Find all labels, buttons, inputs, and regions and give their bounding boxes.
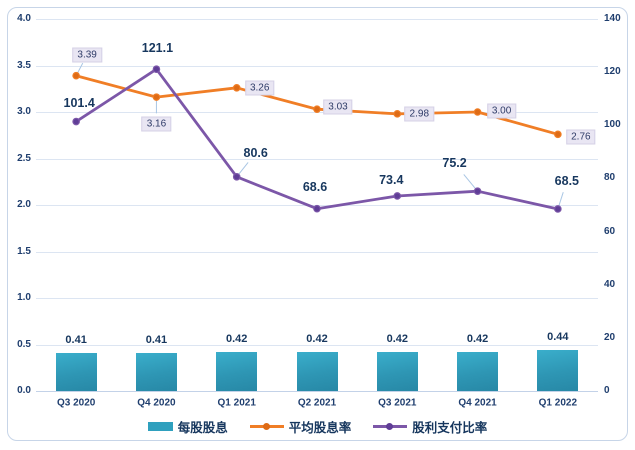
gridline: [36, 205, 598, 206]
bar-dividend-per-share: [296, 351, 338, 391]
avg-dividend-yield-value-label: 3.03: [323, 99, 353, 115]
x-axis-label: Q2 2021: [297, 397, 337, 409]
right-axis-tick: 40: [604, 278, 616, 290]
payout-ratio-value-label: 75.2: [442, 156, 467, 171]
payout-ratio-value-label: 73.4: [379, 172, 404, 187]
legend-item-dividend-per-share: 每股股息: [147, 417, 228, 436]
left-axis-tick: 3.0: [17, 106, 31, 117]
left-axis-tick: 3.5: [17, 59, 31, 71]
payout-ratio-value-label: 80.6: [243, 145, 268, 160]
line-dot-swatch-icon: [249, 422, 284, 431]
bar-dividend-per-share: [55, 352, 97, 391]
left-axis-tick: 2.0: [17, 199, 31, 210]
payout-ratio-value-label: 121.1: [141, 41, 174, 56]
left-axis-tick: 4.0: [17, 13, 31, 24]
legend-item-average-dividend-yield: 平均股息率: [249, 417, 352, 436]
legend-label: 平均股息率: [288, 421, 352, 435]
right-axis-tick: 60: [604, 225, 616, 237]
avg-dividend-yield-value-label: 3.16: [141, 116, 172, 132]
payout-ratio-value-label: 68.5: [554, 173, 580, 188]
x-axis-label: Q4 2020: [137, 397, 176, 409]
bar-dividend-per-share: [376, 351, 418, 391]
avg-dividend-yield-value-label: 3.00: [486, 103, 517, 119]
bar-dividend-per-share: [457, 351, 499, 391]
right-axis-tick: 140: [604, 13, 621, 24]
x-axis-label: Q3 2021: [378, 397, 417, 409]
bar-value-label: 0.44: [547, 331, 569, 344]
x-axis-label: Q1 2021: [217, 397, 256, 409]
gridline: [36, 158, 598, 160]
bar-dividend-per-share: [537, 350, 579, 391]
right-axis-tick: 20: [604, 331, 616, 343]
avg-dividend-yield-value-label: 2.98: [404, 106, 435, 122]
right-axis-tick: 80: [604, 172, 616, 184]
chart-legend: 每股股息 平均股息率 股利支付比率: [0, 417, 635, 436]
gridline: [36, 65, 598, 67]
x-axis-label: Q4 2021: [458, 397, 497, 409]
x-axis-label: Q3 2020: [56, 397, 96, 409]
left-axis-tick: 0.5: [17, 338, 31, 350]
right-axis-tick: 100: [604, 119, 621, 131]
bar-value-label: 0.42: [386, 332, 408, 345]
bar-dividend-per-share: [216, 351, 258, 391]
avg-dividend-yield-value-label: 3.26: [244, 80, 275, 96]
payout-ratio-value-label: 101.4: [63, 95, 95, 110]
avg-dividend-yield-value-label: 3.39: [72, 47, 102, 63]
legend-item-dividend-payout-ratio: 股利支付比率: [373, 417, 487, 436]
bar-dividend-per-share: [135, 352, 177, 391]
gridline: [36, 344, 598, 346]
avg-dividend-yield-value-label: 2.76: [566, 129, 596, 145]
left-axis-tick: 2.5: [17, 152, 31, 164]
left-axis-tick: 1.0: [17, 292, 31, 303]
right-axis-tick: 120: [604, 66, 621, 78]
bar-swatch-icon: [147, 422, 173, 431]
bar-value-label: 0.42: [466, 332, 489, 345]
bar-value-label: 0.41: [145, 333, 168, 346]
left-axis-tick: 0.0: [17, 385, 31, 396]
gridline: [36, 251, 598, 253]
gridline: [36, 298, 598, 299]
x-axis-label: Q1 2022: [538, 397, 578, 409]
legend-label: 每股股息: [177, 421, 228, 435]
bar-value-label: 0.42: [225, 332, 248, 345]
payout-ratio-value-label: 68.6: [302, 179, 328, 194]
bar-value-label: 0.42: [306, 332, 328, 345]
line-dot-swatch-icon: [373, 422, 408, 431]
legend-label: 股利支付比率: [412, 421, 488, 435]
right-axis-tick: 0: [604, 385, 610, 396]
x-axis-line: [36, 391, 598, 392]
gridline: [36, 19, 598, 20]
left-axis-tick: 1.5: [17, 245, 31, 257]
bar-value-label: 0.41: [65, 333, 87, 346]
